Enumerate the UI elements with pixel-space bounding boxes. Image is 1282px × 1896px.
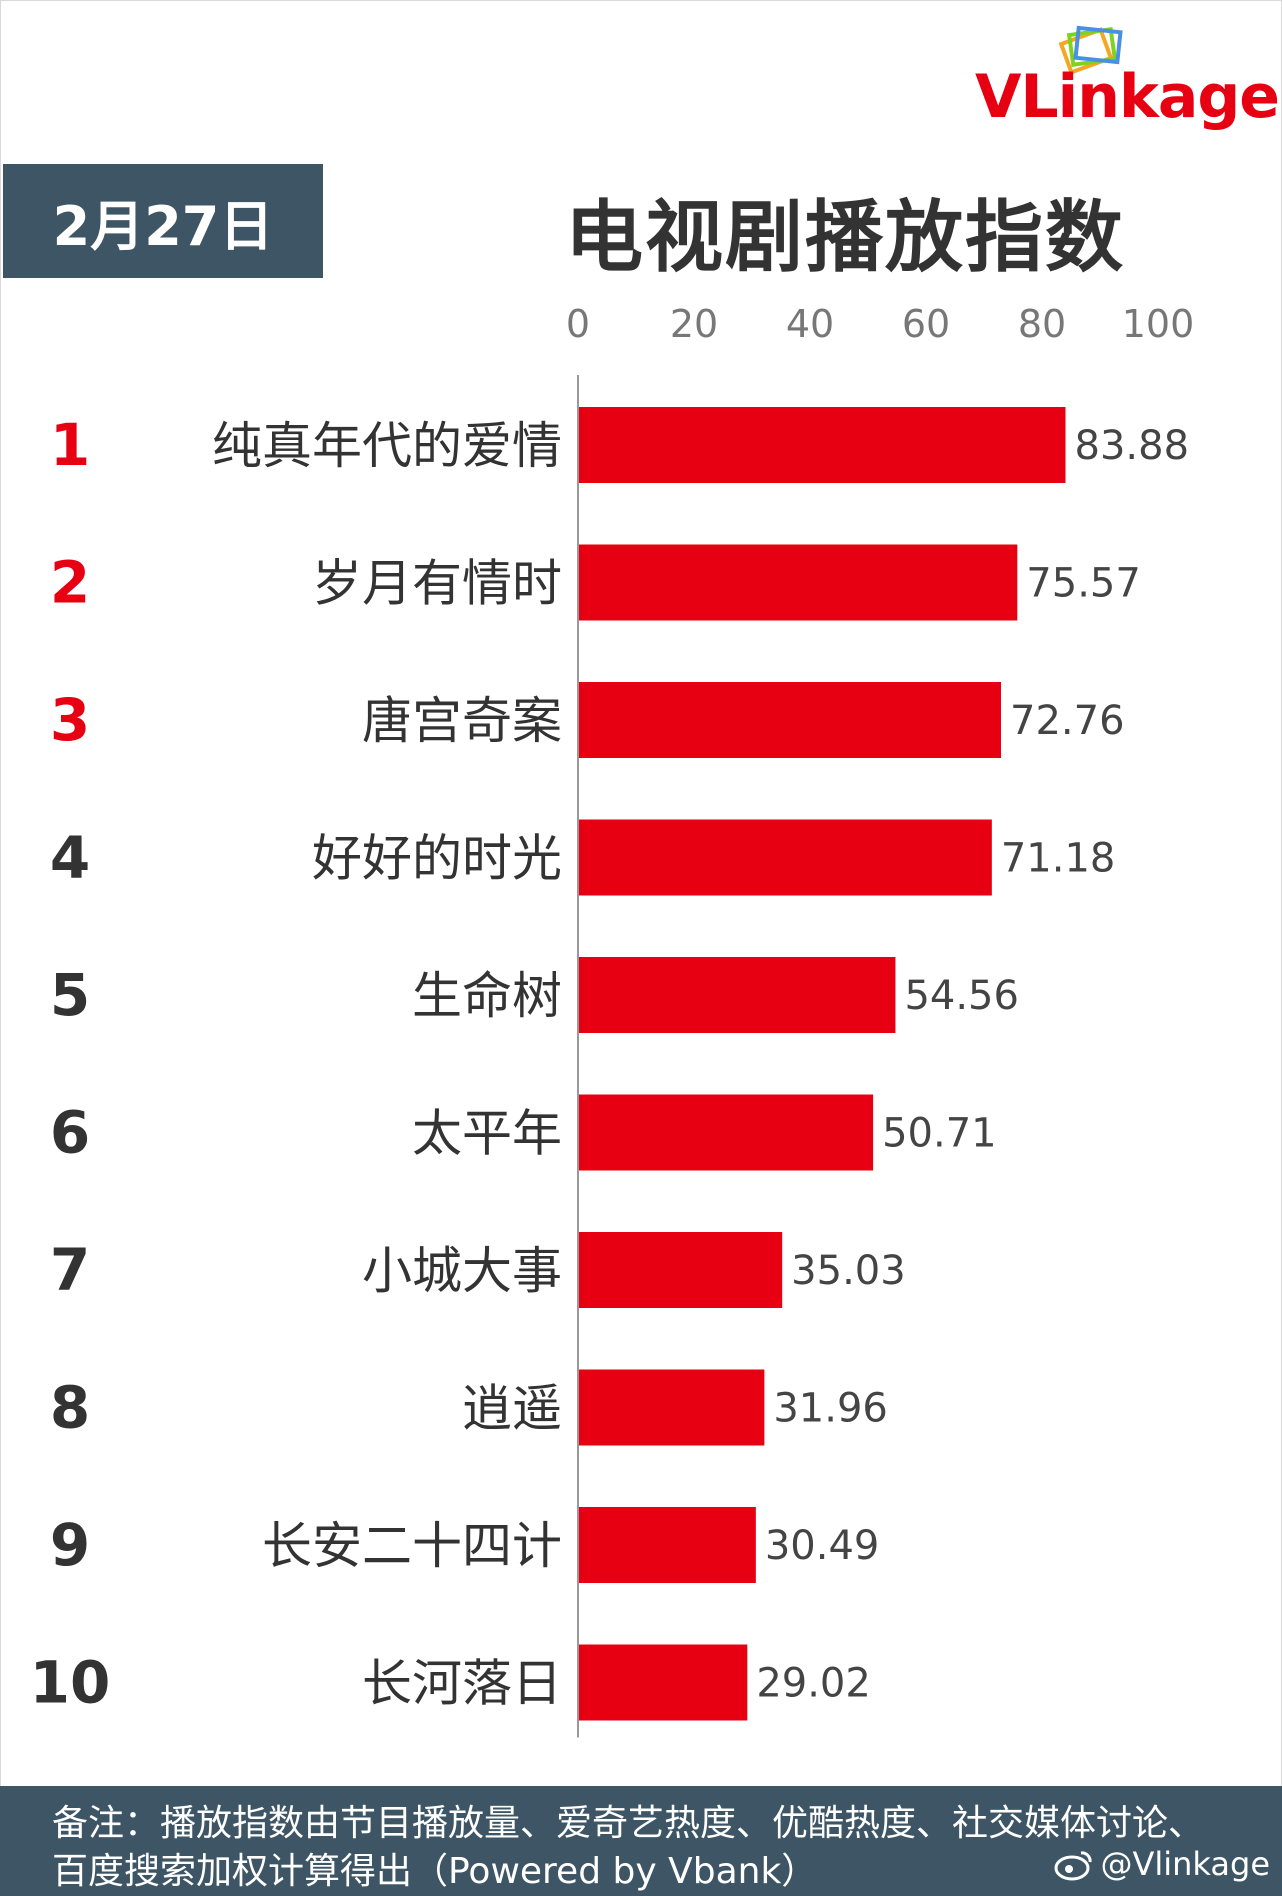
value-label: 72.76 [1010, 698, 1125, 744]
weibo-icon [1054, 1851, 1092, 1881]
category-label: 长安二十四计 [262, 1517, 562, 1575]
weibo-handle: @Vlinkage [1100, 1845, 1270, 1883]
rank-number: 9 [50, 1511, 90, 1579]
value-label: 30.49 [765, 1523, 880, 1569]
footer-note: 备注：播放指数由节目播放量、爱奇艺热度、优酷热度、社交媒体讨论、百度搜索加权计算… [52, 1803, 1205, 1892]
category-label: 好好的时光 [312, 830, 562, 888]
bar [579, 544, 1018, 621]
category-label: 唐宫奇案 [362, 692, 562, 750]
x-tick-label: 60 [902, 302, 950, 346]
x-tick-label: 20 [670, 302, 718, 346]
rank-number: 8 [50, 1374, 90, 1442]
bar [579, 407, 1066, 483]
bar [579, 1369, 765, 1446]
rank-number: 1 [50, 411, 90, 479]
category-label: 小城大事 [362, 1242, 562, 1300]
category-label: 逍遥 [462, 1380, 562, 1438]
bar [579, 1094, 874, 1171]
rank-number: 6 [50, 1099, 90, 1167]
value-label: 54.56 [904, 973, 1019, 1019]
bar [579, 1232, 783, 1308]
rank-number: 10 [30, 1649, 111, 1717]
value-label: 31.96 [773, 1386, 888, 1432]
vlinkage-logo: VLinkage [975, 22, 1280, 142]
date-badge: 2月27日 [3, 164, 323, 278]
bar [579, 1507, 756, 1583]
category-label: 长河落日 [362, 1655, 562, 1713]
category-label: 太平年 [412, 1105, 562, 1163]
rank-number: 3 [50, 686, 90, 754]
category-label: 生命树 [412, 967, 562, 1025]
bar [579, 819, 992, 896]
x-tick-label: 40 [786, 302, 834, 346]
rank-number: 5 [50, 961, 90, 1029]
rank-number: 4 [50, 824, 90, 892]
bar [579, 957, 896, 1033]
value-label: 83.88 [1075, 423, 1190, 469]
x-tick-label: 80 [1018, 302, 1066, 346]
bar [579, 1644, 748, 1721]
bar-chart: 0 20 40 60 80 100 1 纯真年代的爱情 83.88 2 岁月有情时 75.57 3 唐宫奇… [30, 302, 1195, 1738]
page-title: 电视剧播放指数 [565, 193, 1126, 283]
bar [579, 682, 1002, 758]
logo-cards-icon [1058, 25, 1123, 75]
value-label: 75.57 [1026, 561, 1141, 607]
value-label: 71.18 [1001, 836, 1116, 882]
category-label: 岁月有情时 [312, 555, 562, 613]
weibo-attribution: @Vlinkage [1054, 1840, 1270, 1888]
x-tick-label: 100 [1122, 302, 1195, 346]
category-label: 纯真年代的爱情 [212, 417, 562, 475]
rank-number: 7 [50, 1236, 90, 1304]
value-label: 50.71 [882, 1111, 997, 1157]
value-label: 35.03 [791, 1248, 906, 1294]
x-tick-label: 0 [566, 302, 590, 346]
footer: 备注：播放指数由节目播放量、爱奇艺热度、优酷热度、社交媒体讨论、百度搜索加权计算… [0, 1786, 1282, 1896]
logo-text: VLinkage [975, 62, 1280, 132]
value-label: 29.02 [756, 1661, 871, 1707]
rank-number: 2 [50, 549, 90, 617]
